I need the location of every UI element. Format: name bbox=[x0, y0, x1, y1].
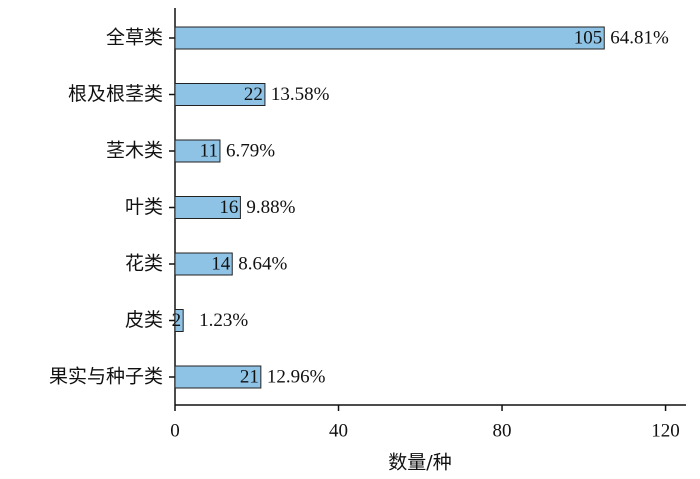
value-label: 21 bbox=[240, 366, 259, 387]
bar bbox=[174, 196, 241, 219]
share-label: 64.81% bbox=[610, 27, 669, 48]
value-label: 14 bbox=[211, 253, 231, 274]
share-label: 9.88% bbox=[246, 197, 295, 218]
bar bbox=[174, 309, 184, 332]
y-tick-label: 茎木类 bbox=[106, 140, 163, 162]
value-label: 105 bbox=[574, 27, 603, 48]
bar bbox=[174, 139, 221, 163]
share-label: 13.58% bbox=[271, 84, 330, 105]
y-tick-label: 皮类 bbox=[125, 309, 163, 331]
y-tick-label: 全草类 bbox=[106, 27, 163, 49]
bar bbox=[174, 365, 262, 389]
value-label: 22 bbox=[244, 84, 263, 105]
y-tick-label: 叶类 bbox=[125, 196, 163, 218]
y-tick-label: 根及根茎类 bbox=[68, 83, 163, 105]
value-label: 16 bbox=[219, 197, 238, 218]
x-axis-title: 数量/种 bbox=[388, 452, 451, 474]
value-label: 11 bbox=[200, 140, 218, 161]
x-tick-label: 0 bbox=[170, 420, 180, 441]
bar bbox=[174, 26, 605, 50]
x-tick-label: 40 bbox=[329, 420, 348, 441]
x-tick-label: 120 bbox=[651, 420, 680, 441]
share-label: 6.79% bbox=[226, 140, 275, 161]
y-tick-label: 果实与种子类 bbox=[49, 366, 163, 388]
x-tick-label: 80 bbox=[493, 420, 512, 441]
share-label: 1.23% bbox=[199, 310, 248, 331]
share-label: 12.96% bbox=[267, 366, 326, 387]
bar bbox=[174, 252, 233, 276]
share-label: 8.64% bbox=[238, 253, 287, 274]
y-tick-label: 花类 bbox=[125, 253, 163, 275]
bar bbox=[174, 83, 266, 106]
value-label: 2 bbox=[172, 310, 182, 331]
